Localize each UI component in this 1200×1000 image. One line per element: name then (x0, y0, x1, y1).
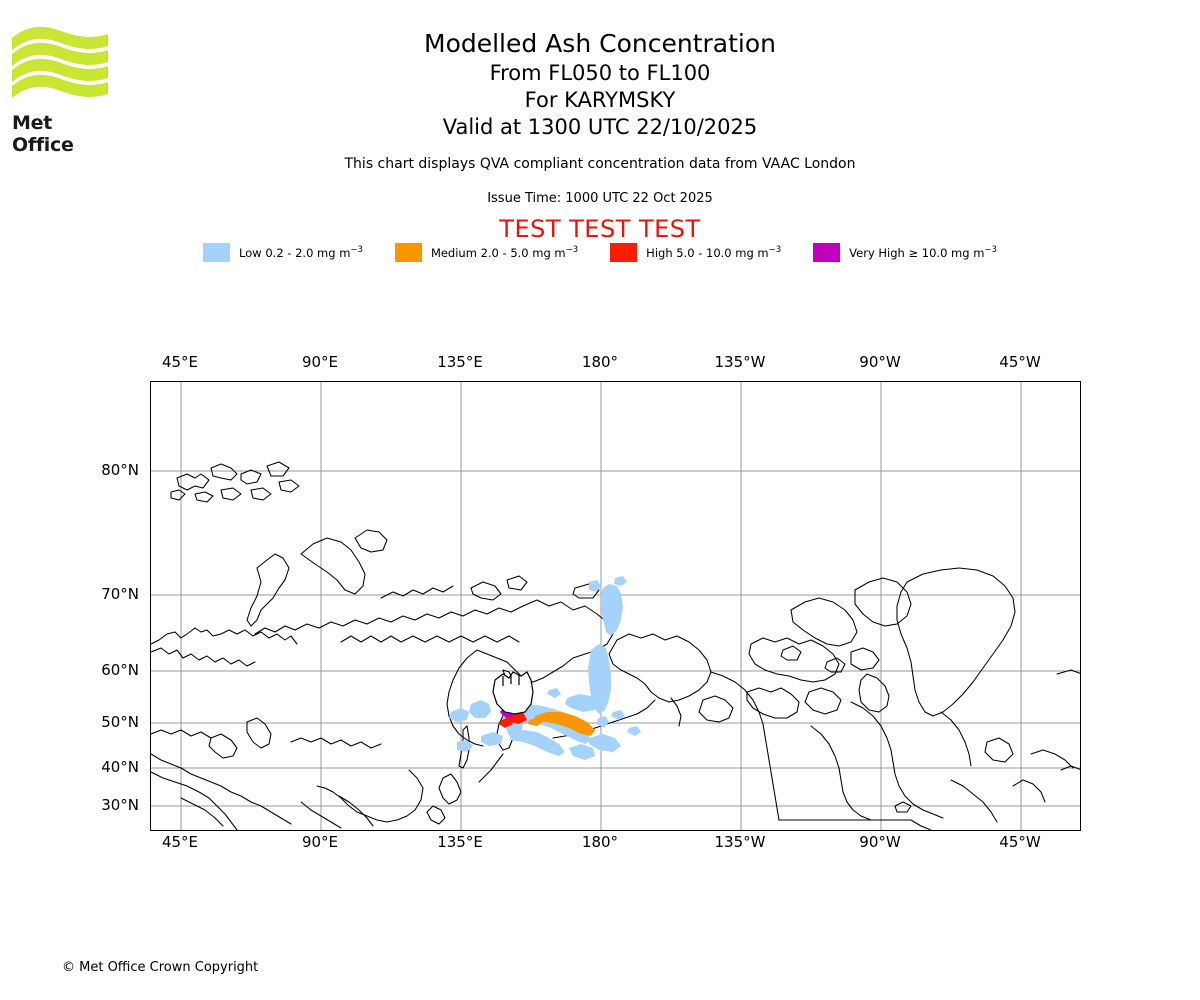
lat-tick-label: 40°N (101, 758, 139, 776)
legend-label: Medium 2.0 - 5.0 mg m−3 (430, 245, 579, 260)
lon-tick-label: 180° (581, 833, 619, 851)
chart-title-block: Modelled Ash Concentration From FL050 to… (0, 28, 1200, 141)
lon-tick-label: 135°W (714, 833, 766, 851)
page-title: Modelled Ash Concentration (424, 29, 776, 58)
lat-tick-label: 50°N (101, 713, 139, 731)
met-office-logo-text: Met Office (12, 112, 74, 156)
legend-swatch (203, 243, 231, 262)
lon-tick-label: 45°W (999, 833, 1041, 851)
legend-swatch (813, 243, 841, 262)
legend-label: Low 0.2 - 2.0 mg m−3 (239, 245, 363, 260)
copyright-text: © Met Office Crown Copyright (62, 960, 259, 975)
lat-tick-label: 70°N (101, 585, 139, 603)
concentration-legend: Low 0.2 - 2.0 mg m−3 Medium 2.0 - 5.0 mg … (0, 243, 1200, 262)
compliance-note: This chart displays QVA compliant concen… (344, 156, 856, 172)
lat-tick-label: 80°N (101, 461, 139, 479)
map-coastlines (151, 461, 1080, 830)
legend-label: Very High ≥ 10.0 mg m−3 (849, 245, 997, 260)
lat-tick-label: 60°N (101, 661, 139, 679)
lon-tick-label: 90°E (301, 353, 339, 371)
legend-item: Low 0.2 - 2.0 mg m−3 (203, 243, 363, 262)
met-office-logo-waves (12, 26, 108, 98)
lon-tick-label: 45°E (161, 833, 199, 851)
lon-tick-label: 180° (581, 353, 619, 371)
flight-level-range: From FL050 to FL100 (489, 61, 711, 85)
test-banner: TEST TEST TEST (499, 215, 701, 243)
lat-tick-label: 30°N (101, 796, 139, 814)
legend-item: Medium 2.0 - 5.0 mg m−3 (394, 243, 579, 262)
ash-plume-medium (528, 712, 595, 736)
lon-tick-label: 90°W (859, 833, 901, 851)
legend-item: Very High ≥ 10.0 mg m−3 (813, 243, 997, 262)
legend-item: High 5.0 - 10.0 mg m−3 (610, 243, 781, 262)
legend-swatch (394, 243, 422, 262)
issue-time: Issue Time: 1000 UTC 22 Oct 2025 (487, 191, 713, 206)
lon-tick-label: 135°E (437, 833, 483, 851)
lon-tick-label: 45°W (999, 353, 1041, 371)
met-office-logo: Met Office (12, 24, 112, 156)
lon-tick-label: 135°E (437, 353, 483, 371)
map-canvas (151, 382, 1080, 830)
volcano-source-marker (492, 671, 534, 715)
lon-tick-label: 45°E (161, 353, 199, 371)
lon-tick-label: 135°W (714, 353, 766, 371)
lon-tick-label: 90°E (301, 833, 339, 851)
map-container (150, 381, 1081, 831)
volcano-name: For KARYMSKY (524, 88, 676, 112)
lon-tick-label: 90°W (859, 353, 901, 371)
legend-label: High 5.0 - 10.0 mg m−3 (646, 245, 782, 260)
ash-plume-overlay (449, 576, 641, 760)
valid-time: Valid at 1300 UTC 22/10/2025 (442, 115, 758, 139)
map-frame (150, 381, 1081, 831)
legend-swatch (610, 243, 638, 262)
